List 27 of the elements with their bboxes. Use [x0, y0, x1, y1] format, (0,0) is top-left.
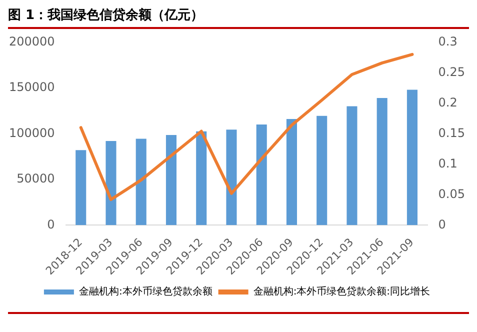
bar [286, 119, 297, 226]
bar [346, 106, 358, 226]
bar [256, 124, 267, 226]
bar [136, 138, 146, 226]
y2-tick-label: 0.1 [438, 156, 458, 170]
bar [316, 116, 328, 226]
y-tick-label: 100000 [8, 126, 55, 140]
y2-tick-label: 0.2 [438, 95, 458, 110]
y2-tick-label: 0.3 [438, 34, 458, 48]
chart-title: 图 1：我国绿色信贷余额（亿元） [7, 6, 205, 25]
bar [196, 131, 207, 226]
y-tick-label: 200000 [8, 34, 55, 48]
y2-tick-label: 0.05 [438, 186, 465, 201]
y2-tick-label: 0 [438, 217, 446, 232]
legend-label: 金融机构:本外币绿色贷款余额:同比增长 [253, 286, 430, 298]
legend-label: 金融机构:本外币绿色贷款余额 [78, 286, 212, 298]
bar [166, 135, 177, 226]
y2-tick-label: 0.25 [438, 64, 465, 79]
bar [76, 150, 86, 226]
y2-tick-label: 0.15 [438, 126, 465, 140]
y-tick-label: 50000 [16, 172, 55, 186]
bar [106, 141, 116, 226]
y-tick-label: 150000 [8, 80, 55, 94]
bar [376, 98, 388, 226]
bar [406, 90, 418, 226]
y-tick-label: 0 [47, 217, 55, 232]
bar [226, 130, 237, 226]
